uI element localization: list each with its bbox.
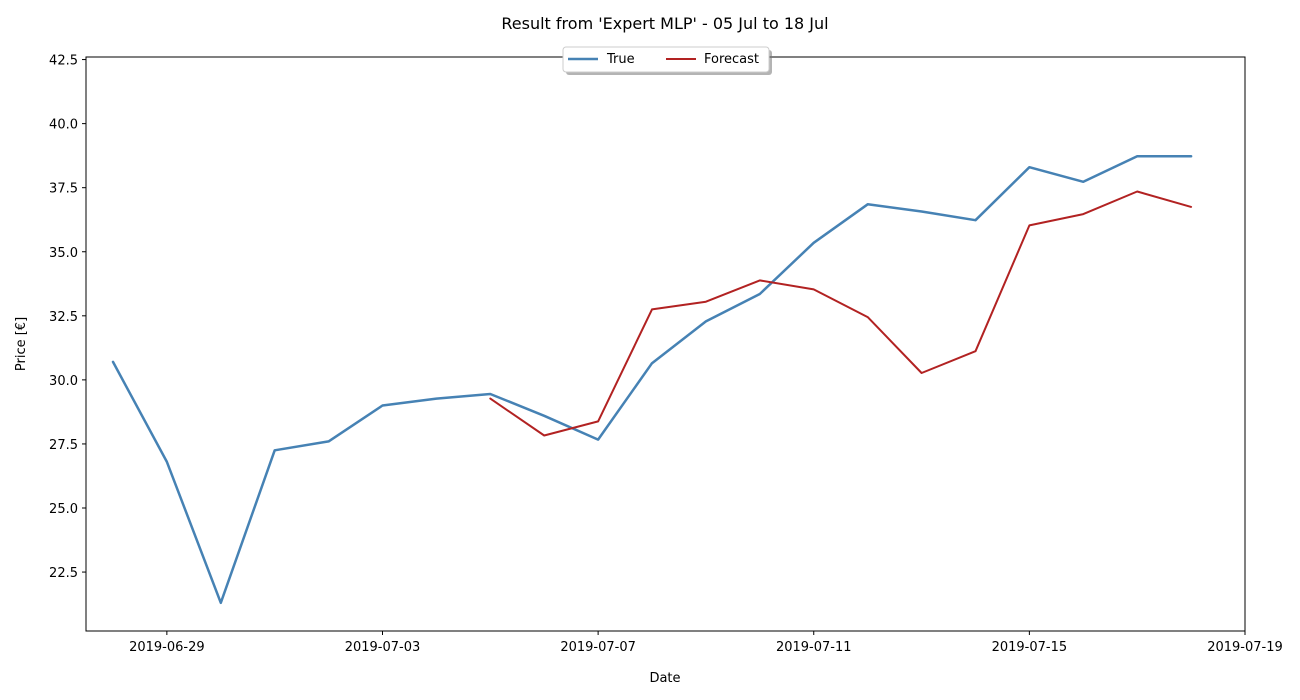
x-tick-label: 2019-07-07: [560, 640, 636, 655]
y-tick-label: 22.5: [49, 566, 78, 581]
x-tick-label: 2019-07-03: [345, 640, 421, 655]
legend-label-true: True: [606, 52, 635, 67]
y-axis: 22.5 25.0 27.5 30.0 32.5 35.0 37.5 40.0 42.5: [49, 54, 86, 581]
y-tick-label: 27.5: [49, 438, 78, 453]
x-tick-label: 2019-07-15: [992, 640, 1068, 655]
y-tick-label: 32.5: [49, 310, 78, 325]
y-tick-label: 42.5: [49, 54, 78, 69]
x-tick-label: 2019-07-19: [1207, 640, 1283, 655]
chart-title: Result from 'Expert MLP' - 05 Jul to 18 …: [501, 14, 828, 33]
legend-label-forecast: Forecast: [704, 52, 759, 67]
series-line-forecast: [489, 190, 1193, 437]
y-tick-label: 35.0: [49, 246, 78, 261]
y-tick-label: 30.0: [49, 374, 78, 389]
y-tick-label: 37.5: [49, 182, 78, 197]
y-tick-label: 25.0: [49, 502, 78, 517]
series-line-true: [111, 154, 1193, 605]
plot-area: [85, 56, 1246, 632]
x-tick-label: 2019-06-29: [129, 640, 205, 655]
x-axis: 2019-06-29 2019-07-03 2019-07-07 2019-07-11…: [129, 631, 1283, 655]
x-axis-label: Date: [649, 671, 680, 686]
y-axis-label: Price [€]: [14, 317, 29, 371]
series-layer: [111, 154, 1193, 605]
x-tick-label: 2019-07-11: [776, 640, 852, 655]
y-tick-label: 40.0: [49, 118, 78, 133]
legend: True Forecast: [562, 46, 772, 75]
